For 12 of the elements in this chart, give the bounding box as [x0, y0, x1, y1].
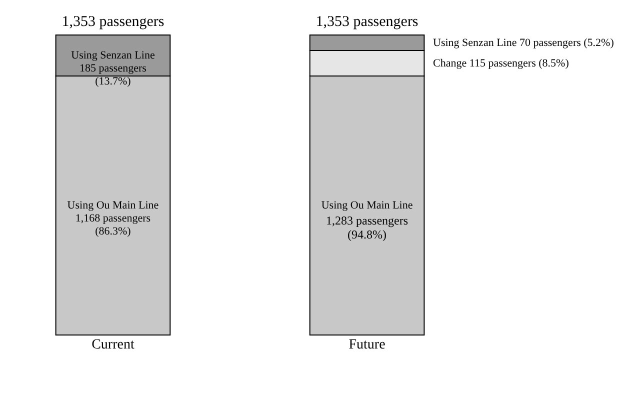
text: Change 115 passengers (8.5%)	[433, 57, 569, 70]
x-tick-label: Future	[348, 338, 386, 352]
x-tick-label: Current	[92, 338, 134, 352]
annotation: 1,283 passengers (94.8%)	[326, 214, 408, 242]
total-label: 1,353 passengers	[316, 14, 418, 30]
series-label: Using Senzan Line	[71, 50, 155, 62]
text: Using Ou Main Line	[321, 200, 413, 212]
series-label: Using Ou Main Line	[67, 200, 159, 212]
data-label: 1,168 passengers (86.3%)	[75, 212, 151, 238]
data-label: 185 passengers (13.7%)	[80, 62, 146, 88]
total-label: 1,353 passengers	[62, 14, 164, 30]
text: Using Senzan Line 70 passengers (5.2%)	[433, 36, 614, 49]
